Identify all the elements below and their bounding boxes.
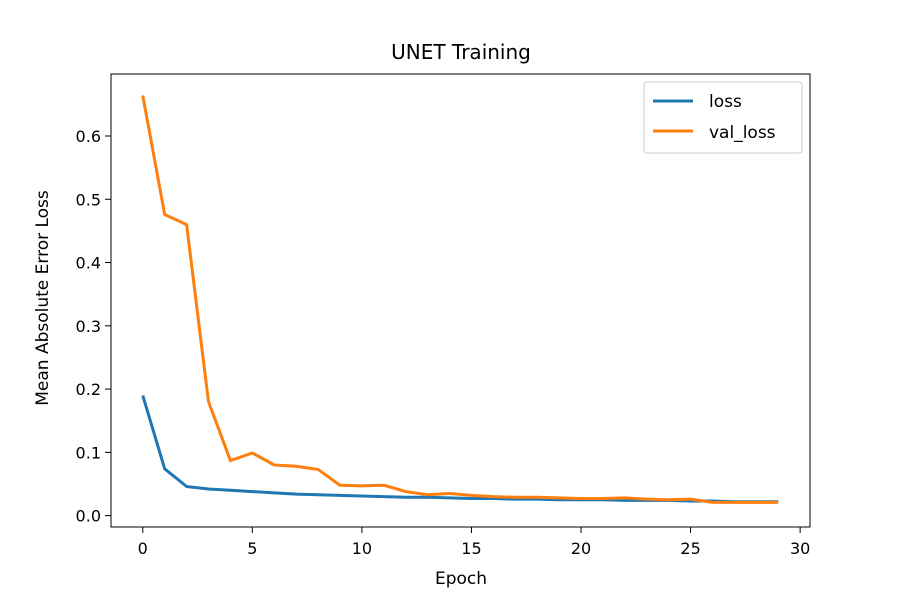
y-tick-label: 0.0 [76, 507, 101, 526]
x-tick-label: 25 [680, 539, 700, 558]
y-tick-label: 0.2 [76, 380, 101, 399]
legend-label-val-loss: val_loss [709, 123, 776, 143]
y-tick-label: 0.1 [76, 443, 101, 462]
y-tick-label: 0.3 [76, 317, 101, 336]
x-tick-label: 10 [352, 539, 372, 558]
y-tick-label: 0.5 [76, 190, 101, 209]
plot-frame [110, 73, 811, 528]
legend-label-loss: loss [709, 92, 742, 112]
series-layer [141, 95, 779, 504]
y-axis-ticks: 0.0 0.1 0.2 0.3 0.4 0.5 0.6 [76, 127, 111, 526]
x-tick-label: 20 [571, 539, 591, 558]
legend: loss val_loss [643, 81, 803, 154]
y-tick-label: 0.4 [76, 254, 101, 273]
x-tick-label: 5 [247, 539, 257, 558]
y-axis-label: Mean Absolute Error Loss [33, 190, 53, 406]
y-tick-label: 0.6 [76, 127, 101, 146]
chart-title: UNET Training [391, 40, 531, 64]
x-axis-label: Epoch [435, 569, 487, 589]
x-tick-label: 0 [138, 539, 148, 558]
x-tick-label: 15 [461, 539, 481, 558]
x-tick-label: 30 [790, 539, 810, 558]
x-axis-ticks: 0 5 10 15 20 25 30 [138, 527, 810, 558]
series-line-val-loss [141, 95, 779, 504]
